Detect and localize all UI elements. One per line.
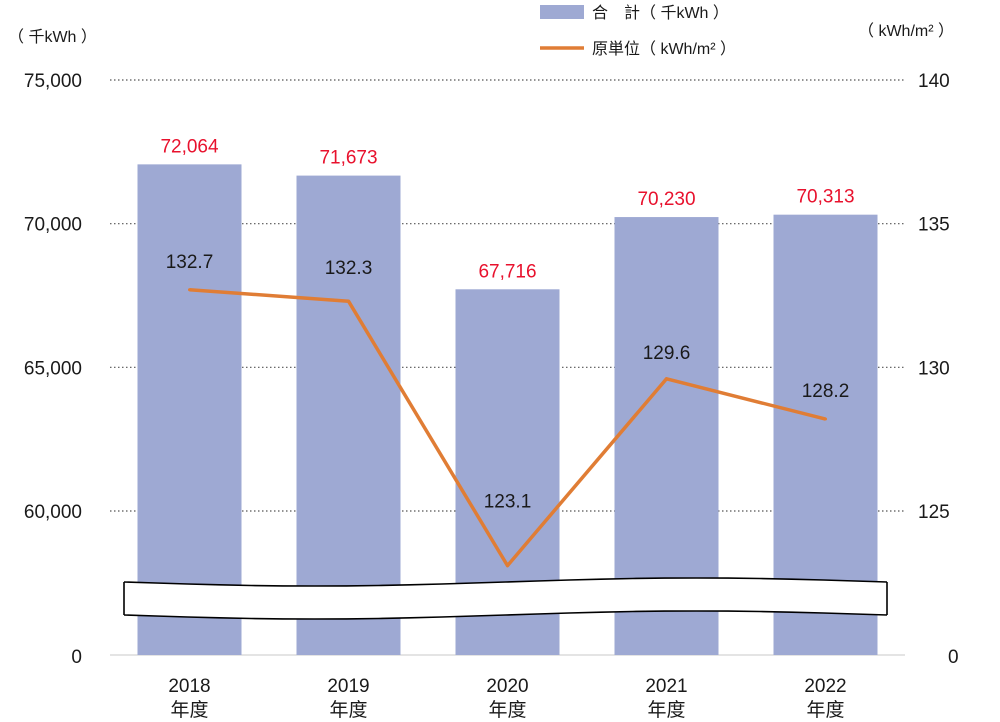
category-label: 2019 年度 (327, 676, 369, 721)
right-axis-tick-label: 135 (918, 215, 950, 236)
bar (296, 175, 401, 655)
right-axis-zero-label: 0 (948, 647, 959, 668)
axis-break-bottom-edge (123, 610, 888, 620)
axis-break-top-edge (123, 577, 888, 587)
line-point (824, 417, 827, 421)
line-point (665, 377, 668, 381)
bar-value-label: 71,673 (319, 148, 377, 169)
bar-value-label: 72,064 (160, 136, 219, 157)
line-value-label: 129.6 (643, 343, 691, 364)
right-axis-tick-label: 130 (918, 358, 950, 379)
left-axis-tick-label: 70,000 (24, 215, 82, 236)
category-label-line: 年度 (170, 699, 208, 721)
category-label-line: 年度 (488, 699, 526, 721)
line-point (347, 299, 350, 303)
left-axis-tick-label: 75,000 (24, 71, 82, 92)
bar (137, 164, 242, 655)
bar-value-label: 70,230 (637, 189, 695, 210)
left-axis-unit: （ 千kWh ） (8, 28, 97, 46)
left-axis-tick-label: 65,000 (24, 358, 82, 379)
category-label: 2021 年度 (645, 676, 687, 721)
right-axis-unit: （ kWh/m² ） (858, 22, 954, 40)
data-labels: 72,064 71,673 67,716 70,230 70,313 132.7 132.3… (160, 136, 854, 512)
line-point (506, 564, 509, 568)
bar-value-label: 70,313 (796, 187, 854, 208)
category-label-line: 2022 (804, 676, 846, 697)
category-label-line: 2019 (327, 676, 369, 697)
category-label: 2018 年度 (168, 676, 210, 721)
left-axis-zero-label: 0 (71, 647, 82, 668)
legend-bar-swatch (540, 5, 584, 19)
legend: 合 計（ 千kWh ） 原単位（ kWh/m² ） (540, 4, 736, 58)
category-label: 2020 年度 (486, 676, 528, 721)
axis-break (123, 577, 888, 620)
line-value-label: 123.1 (484, 492, 532, 513)
legend-line-label: 原単位（ kWh/m² ） (592, 40, 736, 58)
category-label-line: 2018 (168, 676, 210, 697)
line-value-label: 128.2 (802, 381, 850, 402)
right-axis-tick-label: 125 (918, 502, 950, 523)
axes: （ 千kWh ） （ kWh/m² ） 0 0 60,000 65,000 70,0… (8, 22, 959, 721)
line-value-label: 132.7 (166, 252, 214, 273)
category-label-line: 年度 (647, 699, 685, 721)
line-value-label: 132.3 (325, 258, 373, 279)
axis-break-band (124, 578, 887, 619)
category-label-line: 2021 (645, 676, 687, 697)
legend-bar-label: 合 計（ 千kWh ） (592, 4, 729, 22)
category-label: 2022 年度 (804, 676, 846, 721)
category-label-line: 年度 (806, 699, 844, 721)
bar-value-label: 67,716 (478, 261, 536, 282)
line-point (188, 288, 191, 292)
category-label-line: 年度 (329, 699, 367, 721)
left-axis-tick-label: 60,000 (24, 502, 82, 523)
line-series (188, 288, 827, 568)
category-label-line: 2020 (486, 676, 528, 697)
right-axis-tick-label: 140 (918, 71, 950, 92)
